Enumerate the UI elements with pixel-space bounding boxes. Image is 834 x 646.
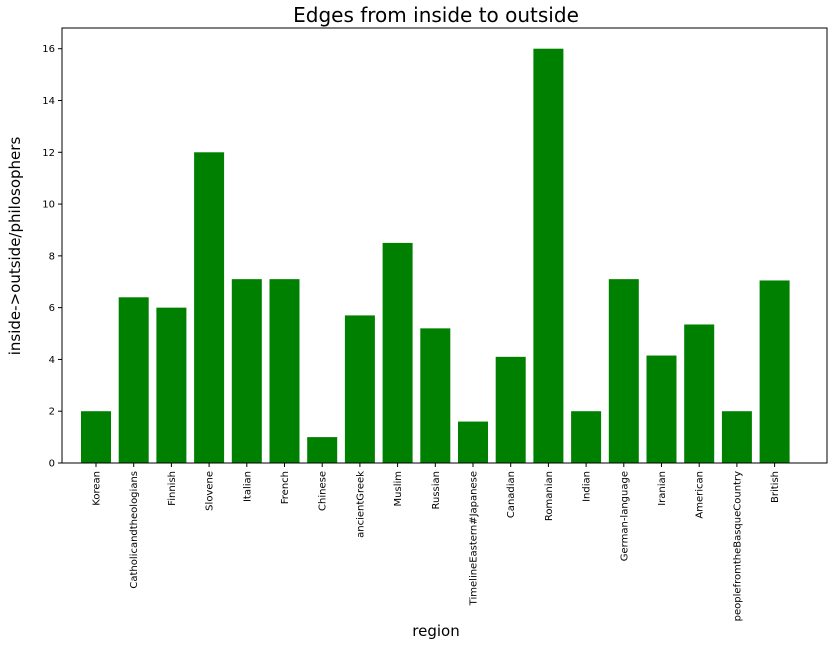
- bar-TimelineEastern#Japanese: [458, 421, 488, 463]
- y-tick-label: 2: [49, 407, 55, 418]
- x-tick-label: Muslim: [393, 471, 404, 506]
- bar-Indian: [571, 411, 602, 463]
- x-tick-label: ancientGreek: [355, 471, 366, 538]
- y-tick-label: 0: [49, 459, 55, 470]
- x-tick-label: peoplefromtheBasqueCountry: [732, 471, 743, 621]
- x-tick-label: Italian: [242, 471, 253, 502]
- x-tick-label: Indian: [582, 471, 593, 502]
- bar-Slovene: [194, 152, 225, 464]
- y-tick-label: 16: [42, 44, 55, 55]
- y-tick-label: 14: [42, 96, 55, 107]
- bar-ancientGreek: [344, 315, 375, 463]
- x-tick-label: Catholicandtheologians: [129, 471, 140, 589]
- bar-Russian: [420, 328, 451, 463]
- y-tick-label: 4: [49, 355, 55, 366]
- bar-Italian: [231, 279, 262, 463]
- x-axis: Korean Catholicandtheologians Finnish Slove…: [92, 463, 781, 621]
- bar-Canadian: [495, 356, 526, 463]
- x-tick-label: Russian: [431, 471, 442, 510]
- x-tick-label: Chinese: [318, 471, 329, 511]
- y-axis: 0 2 4 6 8 10 12 14 16: [42, 44, 62, 470]
- chart-title: Edges from inside to outside: [293, 3, 579, 27]
- bar-Finnish: [156, 307, 187, 463]
- y-tick-label: 6: [49, 303, 55, 314]
- bar-Iranian: [646, 355, 677, 463]
- y-tick-label: 10: [42, 200, 55, 211]
- bar-Muslim: [382, 242, 413, 463]
- bar-Korean: [81, 411, 111, 463]
- bar-Romanian: [533, 48, 564, 464]
- bar-German-language: [608, 279, 639, 463]
- x-tick-label: British: [770, 471, 781, 503]
- bar-peoplefromtheBasqueCountry: [721, 411, 752, 463]
- x-tick-label: Finnish: [167, 471, 178, 506]
- y-axis-label: inside->outside/philosophers: [6, 137, 24, 356]
- x-axis-label: region: [412, 622, 459, 640]
- bar-Chinese: [307, 437, 338, 463]
- x-tick-label: Canadian: [506, 471, 517, 518]
- x-tick-label: Slovene: [205, 471, 216, 511]
- bar-French: [269, 279, 300, 463]
- x-tick-label: Iranian: [657, 471, 668, 506]
- bars-group: [81, 48, 790, 464]
- y-tick-label: 12: [42, 148, 55, 159]
- bar-American: [684, 324, 715, 463]
- bar-British: [759, 280, 790, 463]
- x-tick-label: Korean: [92, 471, 103, 506]
- plot-frame: [61, 27, 828, 464]
- x-tick-label: TimelineEastern#Japanese: [469, 471, 480, 606]
- bar-Catholicandtheologians: [118, 297, 149, 463]
- y-tick-label: 8: [49, 251, 55, 262]
- x-tick-label: German-language: [619, 471, 630, 561]
- x-tick-label: American: [695, 471, 706, 519]
- x-tick-label: French: [280, 471, 291, 504]
- x-tick-label: Romanian: [544, 471, 555, 521]
